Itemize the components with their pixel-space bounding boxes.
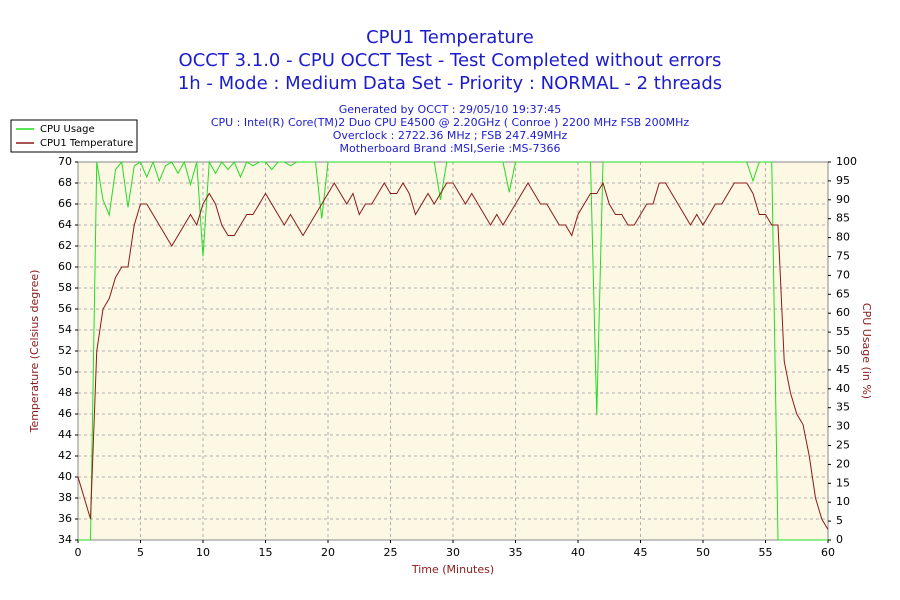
series-line [77,181,829,530]
y2-tick-label: 30 [836,420,850,433]
x-tick-label: 5 [137,546,144,559]
y-tick-label: 62 [58,239,72,252]
y2-tick-label: 10 [836,495,850,508]
chart-title: CPU1 Temperature [366,27,534,48]
grid: 3436384042444648505254565860626466687005… [58,155,857,559]
x-tick-label: 40 [571,546,585,559]
y2-tick-label: 25 [836,439,850,452]
y-tick-label: 64 [58,218,72,231]
legend-box [10,119,138,153]
y2-tick-label: 40 [836,382,850,395]
y-tick-label: 54 [58,323,72,336]
y-tick-label: 70 [58,155,72,168]
chart-title-line: 1h - Mode : Medium Data Set - Priority :… [178,73,722,94]
subtitle-line: Overclock : 2722.36 MHz ; FSB 247.49MHz [333,129,568,142]
y-tick-label: 52 [58,344,72,357]
y2-tick-label: 95 [836,174,850,187]
legend-label: CPU1 Temperature [40,138,133,149]
y2-tick-label: 90 [836,193,850,206]
y-tick-label: 38 [58,491,72,504]
y-tick-label: 60 [58,260,72,273]
x-tick-label: 30 [446,546,460,559]
x-tick-label: 55 [759,546,773,559]
y2-tick-label: 50 [836,344,850,357]
y2-tick-label: 20 [836,457,850,470]
y-tick-label: 40 [58,470,72,483]
y2-tick-label: 0 [836,533,843,546]
y-tick-label: 42 [58,449,72,462]
y-tick-label: 68 [58,176,72,189]
y2-tick-label: 75 [836,250,850,263]
y2-tick-label: 55 [836,325,850,338]
legend: CPU Usage CPU1 Temperature [10,119,138,153]
subtitle-line: Motherboard Brand :MSI,Serie :MS-7366 [340,142,561,155]
legend-label: CPU Usage [40,124,95,135]
x-tick-label: 45 [634,546,648,559]
subtitle-line: CPU : Intel(R) Core(TM)2 Duo CPU E4500 @… [211,116,690,129]
x-tick-label: 20 [321,546,335,559]
y-tick-label: 50 [58,365,72,378]
y2-tick-label: 70 [836,268,850,281]
x-tick-label: 0 [75,546,82,559]
y-tick-label: 58 [58,281,72,294]
y2-tick-label: 100 [836,155,857,168]
x-tick-label: 35 [509,546,523,559]
y-tick-label: 56 [58,302,72,315]
y2-tick-label: 45 [836,363,850,376]
y2-axis-label: CPU Usage (in %) [860,303,873,399]
chart-title-line: OCCT 3.1.0 - CPU OCCT Test - Test Comple… [179,50,722,71]
y-tick-label: 46 [58,407,72,420]
y2-tick-label: 5 [836,514,843,527]
y-tick-label: 48 [58,386,72,399]
y-tick-label: 36 [58,512,72,525]
series-line [78,160,828,541]
y-axis-label: Temperature (Celsius degree) [28,270,41,434]
y2-tick-label: 65 [836,287,850,300]
y2-tick-label: 80 [836,231,850,244]
x-tick-label: 25 [384,546,398,559]
subtitle-line: Generated by OCCT : 29/05/10 19:37:45 [339,103,562,116]
y2-tick-label: 85 [836,212,850,225]
y-tick-label: 34 [58,533,72,546]
x-tick-label: 60 [821,546,835,559]
y2-tick-label: 15 [836,476,850,489]
x-tick-label: 10 [196,546,210,559]
y-tick-label: 66 [58,197,72,210]
y2-tick-label: 60 [836,306,850,319]
x-tick-label: 15 [259,546,273,559]
x-axis-label: Time (Minutes) [411,563,494,576]
x-tick-label: 50 [696,546,710,559]
y-tick-label: 44 [58,428,72,441]
lines [77,160,829,541]
y2-tick-label: 35 [836,401,850,414]
